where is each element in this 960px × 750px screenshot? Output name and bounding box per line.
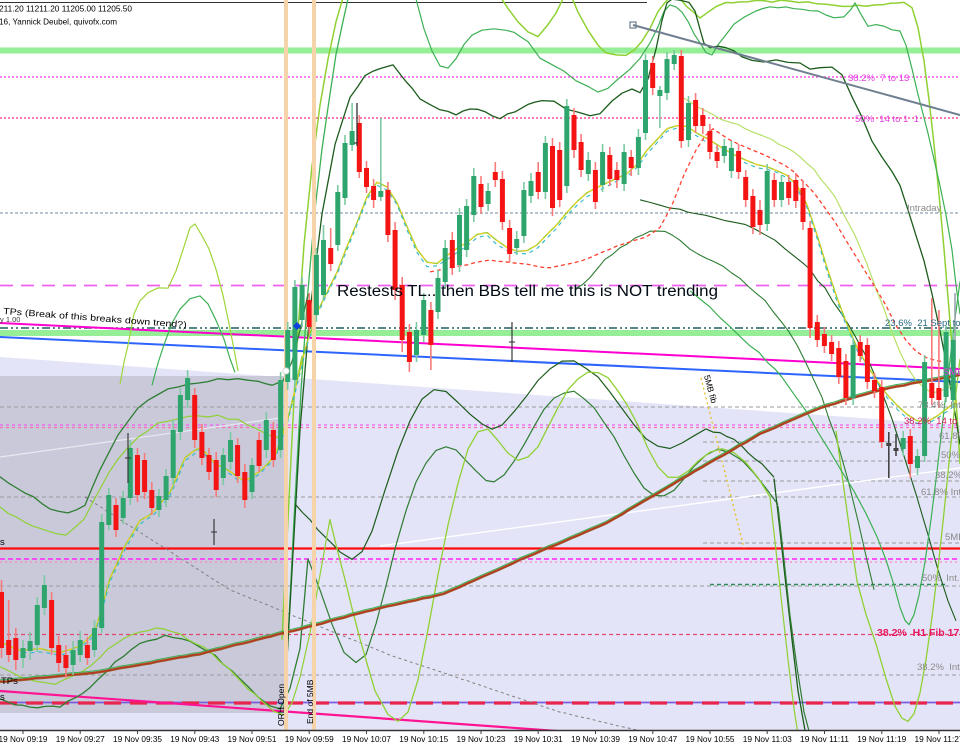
svg-text:211.20 11211.20 11205.00 11205: 211.20 11211.20 11205.00 11205.50 bbox=[0, 4, 132, 14]
svg-text:19 Nov 09:35: 19 Nov 09:35 bbox=[113, 734, 162, 744]
svg-text:19 Nov 11:19: 19 Nov 11:19 bbox=[857, 734, 906, 744]
svg-text:38.2% Int...: 38.2% Int... bbox=[917, 662, 960, 673]
svg-text:38.2% H1 Fib 17 to 2: 38.2% H1 Fib 17 to 2 bbox=[877, 627, 960, 639]
svg-text:38.2% 7 to 13: 38.2% 7 to 13 bbox=[848, 73, 909, 84]
svg-text:19 Nov 11:11: 19 Nov 11:11 bbox=[800, 734, 849, 744]
svg-text:16, Yannick Deubel, quivofx.co: 16, Yannick Deubel, quivofx.com bbox=[0, 17, 117, 27]
svg-text:38.2%...: 38.2%... bbox=[935, 470, 960, 481]
svg-text:19 Nov 11:27: 19 Nov 11:27 bbox=[915, 734, 960, 744]
svg-text:5MB: 5MB bbox=[944, 367, 960, 378]
svg-text:38.2% 14 to 15: 38.2% 14 to 15 bbox=[904, 416, 960, 427]
svg-text:50% Int...: 50% Int... bbox=[922, 573, 960, 584]
svg-text:19 Nov 10:31: 19 Nov 10:31 bbox=[514, 734, 563, 744]
svg-text:19 Nov 10:55: 19 Nov 10:55 bbox=[686, 734, 735, 744]
svg-text:19 Nov 10:15: 19 Nov 10:15 bbox=[399, 734, 448, 744]
svg-text:19 Nov 10:47: 19 Nov 10:47 bbox=[628, 734, 677, 744]
svg-text:5MB...: 5MB... bbox=[945, 532, 960, 543]
svg-text:19 Nov 10:23: 19 Nov 10:23 bbox=[457, 734, 506, 744]
svg-text:50% 14 to 1 1: 50% 14 to 1 1 bbox=[855, 114, 919, 125]
svg-text:61.8% Int...: 61.8% Int... bbox=[921, 487, 960, 498]
svg-text:23.6% 21 Sept to 2...: 23.6% 21 Sept to 2... bbox=[885, 318, 960, 329]
svg-text:61.8%...: 61.8%... bbox=[939, 431, 960, 442]
svg-text:TPs: TPs bbox=[1, 676, 18, 687]
svg-text:19 Nov 11:03: 19 Nov 11:03 bbox=[743, 734, 792, 744]
svg-text:19 Nov 10:39: 19 Nov 10:39 bbox=[571, 734, 620, 744]
svg-text:19 Nov 09:19: 19 Nov 09:19 bbox=[0, 734, 48, 744]
svg-text:s: s bbox=[0, 537, 5, 548]
svg-text:19 Nov 09:27: 19 Nov 09:27 bbox=[56, 734, 105, 744]
svg-text:19 Nov 09:59: 19 Nov 09:59 bbox=[285, 734, 334, 744]
svg-text:s: s bbox=[0, 692, 5, 703]
svg-text:73.4% Int...: 73.4% Int... bbox=[918, 400, 960, 411]
svg-text:ORH Open: ORH Open bbox=[276, 684, 286, 726]
svg-text:Restests TL.. then BBs tell me: Restests TL.. then BBs tell me this is N… bbox=[337, 283, 718, 300]
svg-text:19 Nov 09:51: 19 Nov 09:51 bbox=[228, 734, 277, 744]
svg-text:Intraday: Intraday bbox=[907, 203, 942, 214]
svg-text:y 1.00: y 1.00 bbox=[0, 315, 20, 324]
svg-text:19 Nov 10:07: 19 Nov 10:07 bbox=[342, 734, 391, 744]
svg-text:19 Nov 09:43: 19 Nov 09:43 bbox=[170, 734, 219, 744]
svg-text:50%...: 50%... bbox=[941, 450, 960, 461]
svg-text:End of 5MB: End of 5MB bbox=[305, 679, 315, 724]
